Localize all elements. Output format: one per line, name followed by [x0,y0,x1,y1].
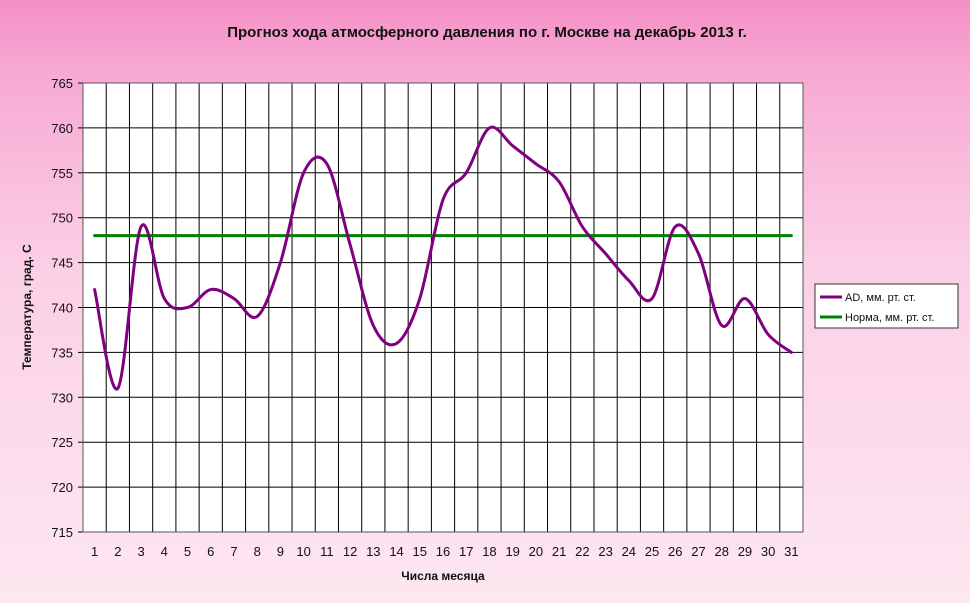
y-tick-label: 760 [51,121,73,136]
y-tick-label: 725 [51,435,73,450]
x-tick-label: 13 [366,544,380,559]
y-tick-labels: 715 720 725 730 735 740 745 750 755 760 765 [51,76,83,540]
x-tick-label: 15 [413,544,427,559]
x-tick-label: 19 [505,544,519,559]
series-layer [93,125,793,391]
x-tick-label: 27 [691,544,705,559]
x-tick-label: 7 [230,544,237,559]
x-tick-label: 12 [343,544,357,559]
y-tick-label: 755 [51,166,73,181]
x-tick-label: 31 [784,544,798,559]
x-tick-label: 4 [161,544,168,559]
y-tick-label: 720 [51,480,73,495]
x-axis-title: Числа месяца [401,569,485,583]
legend-label-ad: AD, мм. рт. ст. [845,292,916,304]
x-tick-label: 23 [598,544,612,559]
y-tick-label: 735 [51,345,73,360]
x-tick-label: 16 [436,544,450,559]
y-tick-label: 745 [51,256,73,271]
x-tick-label: 18 [482,544,496,559]
x-tick-label: 6 [207,544,214,559]
chart-title: Прогноз хода атмосферного давления по г.… [227,24,747,41]
x-tick-label: 3 [137,544,144,559]
y-tick-label: 765 [51,76,73,91]
x-tick-label: 29 [738,544,752,559]
x-tick-label: 25 [645,544,659,559]
y-tick-label: 750 [51,211,73,226]
plot-border [82,82,804,533]
x-tick-label: 8 [254,544,261,559]
legend-label-norma: Норма, мм. рт. ст. [845,312,934,324]
x-tick-label: 26 [668,544,682,559]
x-tick-labels: 1 2 3 4 5 6 7 8 9 10 11 12 13 14 15 16 17 18 19 20 21 22 23 24 2… [91,544,799,559]
legend-box [814,283,959,329]
x-tick-label: 1 [91,544,98,559]
x-tick-label: 17 [459,544,473,559]
x-tick-label: 10 [296,544,310,559]
x-tick-label: 28 [714,544,728,559]
series-line-ad [93,125,793,391]
x-tick-label: 24 [622,544,636,559]
x-tick-label: 21 [552,544,566,559]
y-tick-label: 730 [51,390,73,405]
x-tick-label: 9 [277,544,284,559]
x-tick-label: 22 [575,544,589,559]
y-tick-label: 740 [51,301,73,316]
x-tick-label: 5 [184,544,191,559]
legend: AD, мм. рт. ст. Норма, мм. рт. ст. [814,283,959,329]
x-tick-label: 20 [529,544,543,559]
y-axis-title: Температура, град. С [20,244,34,370]
x-tick-label: 11 [320,544,334,559]
x-tick-label: 2 [114,544,121,559]
x-tick-label: 30 [761,544,775,559]
x-tick-label: 14 [389,544,403,559]
grid-lines [83,83,803,532]
y-tick-label: 715 [51,525,73,540]
